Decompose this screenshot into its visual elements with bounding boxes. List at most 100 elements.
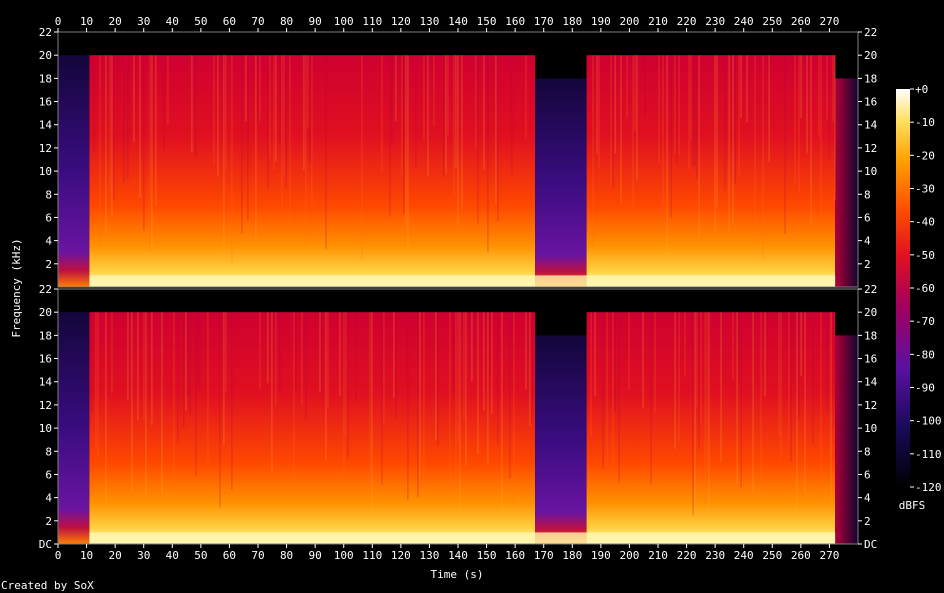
texture-streak xyxy=(417,312,419,498)
y-tick-label: 12 xyxy=(864,142,877,155)
x-tick-label: 140 xyxy=(448,15,468,28)
texture-streak xyxy=(708,312,710,518)
texture-streak xyxy=(183,312,185,428)
texture-streak xyxy=(275,312,277,406)
texture-streak xyxy=(740,55,742,118)
texture-streak xyxy=(678,312,680,442)
texture-streak xyxy=(275,55,277,162)
segment-fade xyxy=(835,335,858,544)
texture-streak xyxy=(461,55,463,210)
y-tick-label: 18 xyxy=(39,329,52,342)
texture-streak xyxy=(419,312,421,478)
texture-streak xyxy=(145,312,147,496)
x-tick-label: 230 xyxy=(705,15,725,28)
x-tick-label: 210 xyxy=(648,549,668,562)
texture-streak xyxy=(177,312,179,444)
colorbar xyxy=(896,89,910,487)
texture-streak xyxy=(131,312,133,492)
texture-streak xyxy=(465,312,467,466)
texture-streak xyxy=(798,55,800,194)
texture-streak xyxy=(800,312,802,376)
texture-streak xyxy=(137,312,139,421)
texture-streak xyxy=(245,55,247,122)
texture-streak xyxy=(457,312,459,444)
texture-streak xyxy=(734,55,736,184)
texture-streak xyxy=(716,55,718,208)
texture-streak xyxy=(437,312,439,447)
texture-streak xyxy=(732,55,734,225)
texture-streak xyxy=(477,55,479,224)
texture-streak xyxy=(435,312,437,440)
colorbar-tick-label: -60 xyxy=(915,282,935,295)
x-tick-label: 110 xyxy=(362,549,382,562)
texture-streak xyxy=(688,55,690,170)
texture-streak xyxy=(403,55,405,214)
texture-streak xyxy=(732,312,734,380)
texture-streak xyxy=(654,312,656,413)
texture-streak xyxy=(443,55,445,177)
texture-streak xyxy=(606,312,608,467)
texture-streak xyxy=(111,55,113,216)
texture-streak xyxy=(674,55,676,154)
y-tick-label: 12 xyxy=(864,399,877,412)
texture-streak xyxy=(321,312,323,401)
texture-streak xyxy=(189,312,191,416)
x-tick-label: 210 xyxy=(648,15,668,28)
x-tick-label: 0 xyxy=(55,15,62,28)
texture-streak xyxy=(525,55,527,139)
y-tick-label: 2 xyxy=(45,515,52,528)
texture-streak xyxy=(423,312,425,489)
texture-streak xyxy=(483,55,485,170)
y-tick-label: 4 xyxy=(864,235,871,248)
texture-streak xyxy=(97,312,99,458)
texture-streak xyxy=(143,312,145,421)
x-tick-label: 230 xyxy=(705,549,725,562)
texture-streak xyxy=(255,55,257,240)
texture-streak xyxy=(231,312,233,490)
texture-streak xyxy=(207,312,209,463)
texture-streak xyxy=(279,55,281,142)
y-axis-label: Frequency (kHz) xyxy=(10,238,23,337)
texture-streak xyxy=(612,312,614,464)
colorbar-tick-label: -120 xyxy=(915,481,942,494)
x-tick-label: 250 xyxy=(762,549,782,562)
texture-streak xyxy=(343,312,345,496)
texture-streak xyxy=(463,312,465,422)
low-frequency-band xyxy=(89,532,836,544)
colorbar-tick-label: -110 xyxy=(915,448,942,461)
texture-streak xyxy=(293,312,295,482)
texture-streak xyxy=(590,312,592,436)
texture-streak xyxy=(449,312,451,497)
texture-streak xyxy=(525,312,527,390)
y-tick-label: 2 xyxy=(864,258,871,271)
segment-low xyxy=(535,335,587,544)
texture-streak xyxy=(792,312,794,385)
texture-streak xyxy=(752,312,754,493)
y-tick-label: 12 xyxy=(39,142,52,155)
x-tick-label: 220 xyxy=(677,15,697,28)
texture-streak xyxy=(139,55,141,198)
texture-streak xyxy=(760,312,762,484)
x-tick-label: 170 xyxy=(534,15,554,28)
texture-streak xyxy=(487,312,489,466)
y-tick-label: 16 xyxy=(39,96,52,109)
texture-streak xyxy=(301,312,303,405)
texture-streak xyxy=(497,312,499,445)
texture-streak xyxy=(225,312,227,394)
x-tick-label: 70 xyxy=(251,549,264,562)
texture-streak xyxy=(746,55,748,123)
texture-streak xyxy=(455,55,457,169)
x-tick-label: 110 xyxy=(362,15,382,28)
colorbar-ticks: +0 -10 -20 -30 -40 -50 -60 -70 -80 -90 -100 -110 -12… xyxy=(910,83,942,494)
x-tick-label: 80 xyxy=(280,549,293,562)
texture-streak xyxy=(133,55,135,143)
y-tick-label: 4 xyxy=(45,235,52,248)
x-tick-label: 90 xyxy=(309,15,322,28)
texture-streak xyxy=(477,312,479,455)
texture-streak xyxy=(812,312,814,446)
x-tick-label: 70 xyxy=(251,15,264,28)
texture-streak xyxy=(273,55,275,170)
y-tick-label: 22 xyxy=(864,26,877,39)
texture-streak xyxy=(471,312,473,382)
